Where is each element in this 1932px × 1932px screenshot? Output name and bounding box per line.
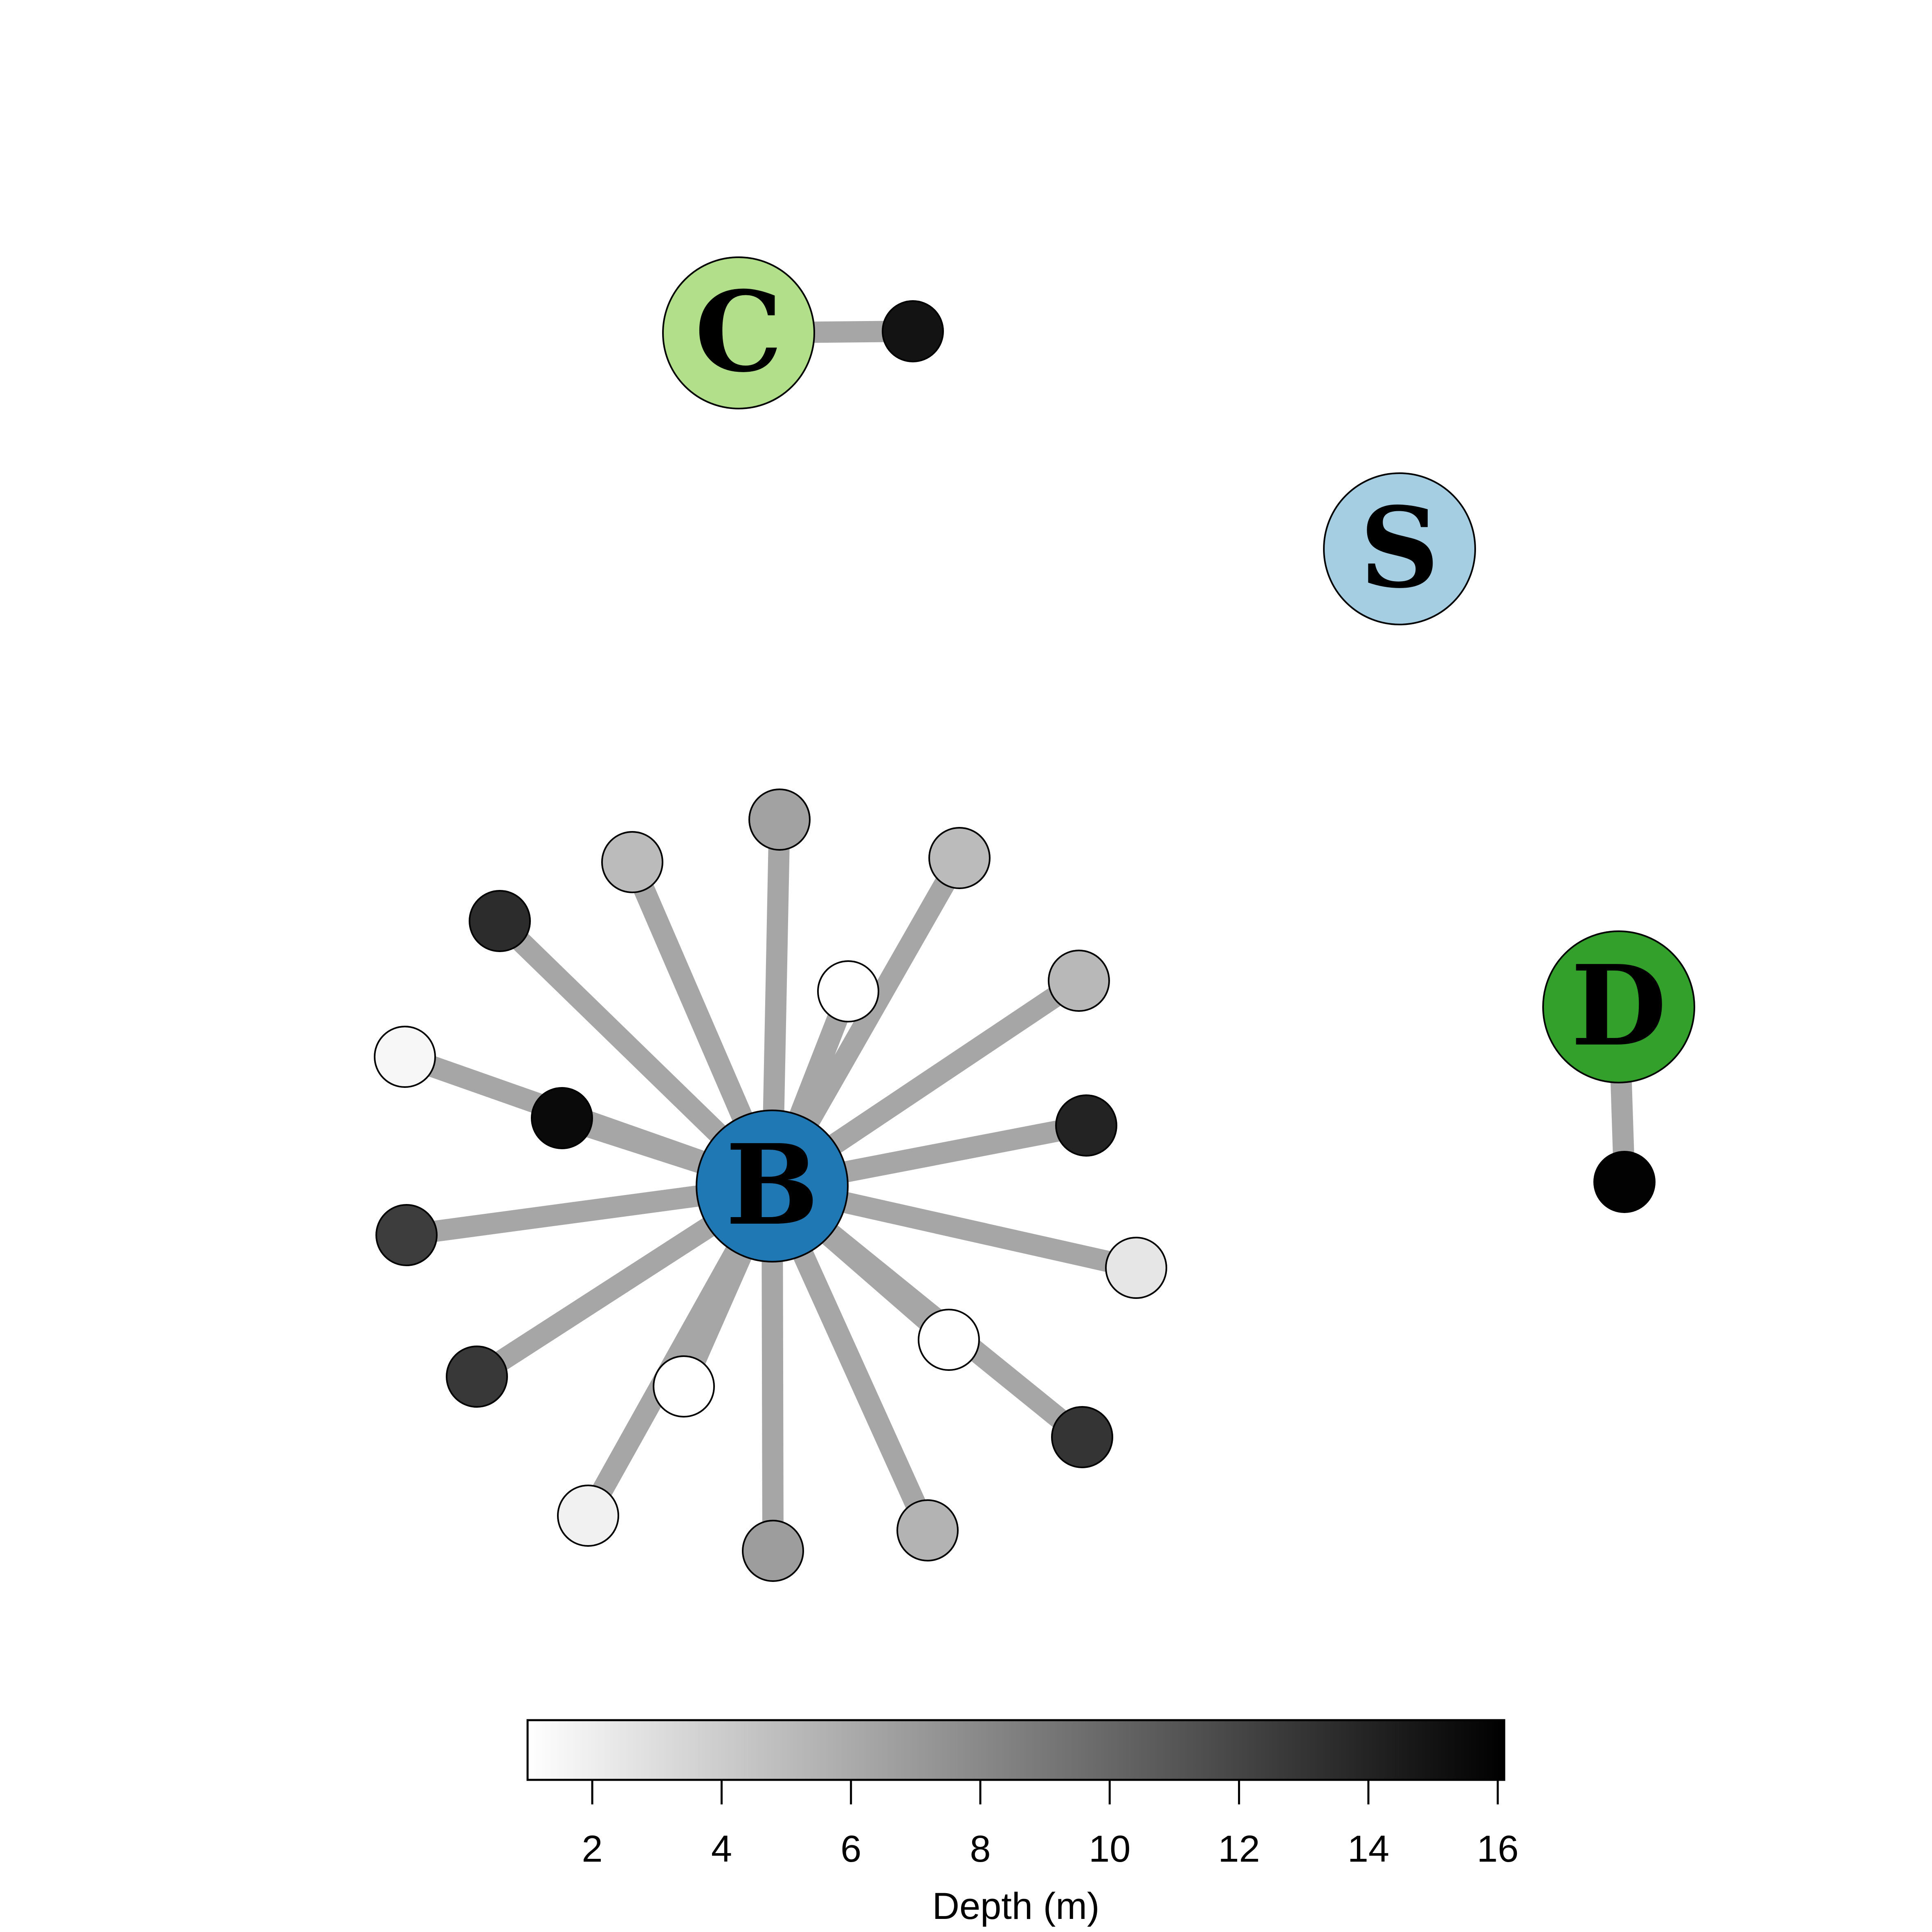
leaf-node-B-15: [918, 1309, 980, 1371]
hub-node-D: D: [1542, 930, 1695, 1083]
colorbar-tick-label-14: 14: [1348, 1828, 1389, 1870]
hub-label-C: C: [695, 267, 783, 397]
colorbar-tick-label-6: 6: [840, 1828, 861, 1870]
leaf-node-B-8: [1048, 950, 1110, 1012]
leaf-node-B-9: [374, 1026, 436, 1088]
colorbar-gradient: [526, 1719, 1505, 1781]
hub-circle-D: [1542, 930, 1695, 1083]
leaf-node-B-18: [557, 1485, 619, 1547]
leaf-node-B-17: [653, 1355, 715, 1418]
hub-label-D: D: [1571, 941, 1667, 1071]
hub-node-B: B: [696, 1110, 849, 1263]
leaf-node-B-7: [817, 960, 879, 1022]
leaf-node-B-4: [601, 831, 663, 893]
hub-circle-C: [662, 256, 815, 409]
depth-colorbar: 2 4 6 8 10 12 14 16 Depth (m): [526, 1719, 1519, 1927]
hub-node-C: C: [662, 256, 815, 409]
leaf-node-B-16: [1051, 1406, 1113, 1468]
leaf-node-B-3: [748, 789, 811, 851]
hub-circle-B: [696, 1110, 849, 1263]
leaf-node-B-5: [928, 827, 991, 889]
leaf-node-B-10: [531, 1087, 593, 1149]
leaf-node-B-11: [1055, 1094, 1117, 1157]
colorbar-tick-label-2: 2: [582, 1828, 603, 1870]
colorbar-ticks: 2 4 6 8 10 12 14 16: [582, 1780, 1519, 1870]
leaf-nodes-layer: [374, 300, 1656, 1582]
leaf-node-B-19: [742, 1520, 804, 1582]
leaf-node-B-20: [896, 1499, 959, 1561]
colorbar-tick-label-8: 8: [970, 1828, 991, 1870]
hub-circle-S: [1323, 472, 1476, 625]
hub-node-S: S: [1323, 472, 1476, 625]
hub-nodes-layer: C S D B: [662, 256, 1695, 1263]
hub-label-S: S: [1360, 483, 1440, 613]
colorbar-tick-label-16: 16: [1477, 1828, 1519, 1870]
leaf-node-B-14: [446, 1346, 508, 1408]
hub-label-B: B: [726, 1120, 819, 1250]
leaf-node-D-2: [1593, 1151, 1656, 1213]
leaf-node-B-13: [1105, 1237, 1167, 1299]
colorbar-tick-label-10: 10: [1089, 1828, 1130, 1870]
leaf-node-B-12: [375, 1204, 438, 1266]
colorbar-tick-label-12: 12: [1218, 1828, 1260, 1870]
colorbar-title: Depth (m): [932, 1885, 1100, 1927]
colorbar-tick-label-4: 4: [711, 1828, 732, 1870]
leaf-node-B-6: [469, 890, 531, 952]
leaf-node-C-1: [882, 300, 944, 362]
